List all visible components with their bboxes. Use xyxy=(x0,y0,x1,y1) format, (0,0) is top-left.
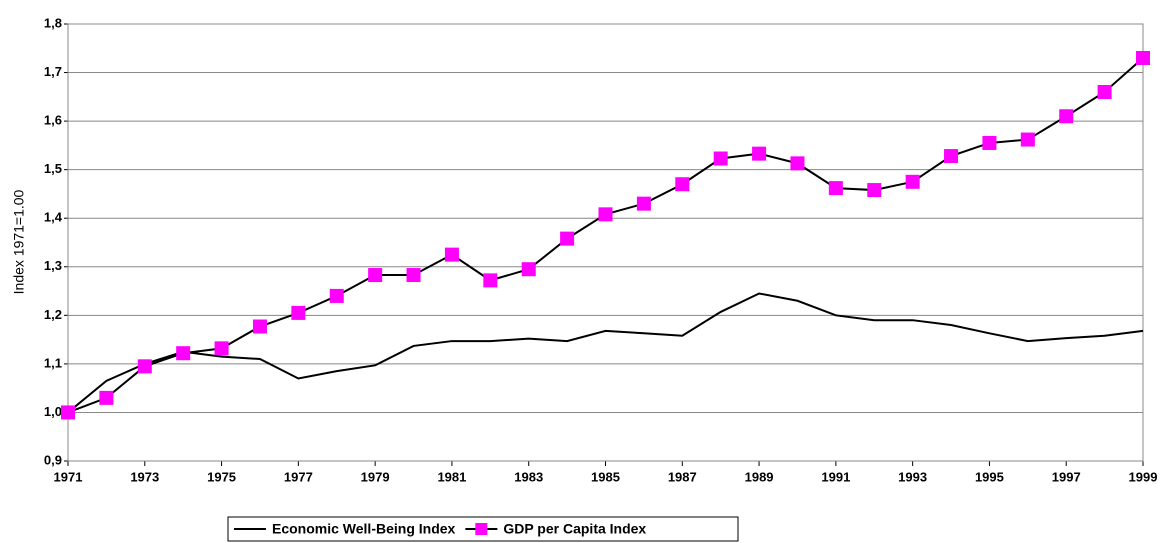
x-tick-label: 1971 xyxy=(54,469,83,484)
y-tick-label: 1,4 xyxy=(44,210,63,225)
x-tick-label: 1997 xyxy=(1052,469,1081,484)
point-marker xyxy=(828,181,843,196)
point-marker xyxy=(252,319,267,334)
y-tick-label: 1,2 xyxy=(44,307,62,322)
y-tick-label: 1,5 xyxy=(44,161,62,176)
legend-marker xyxy=(475,523,488,535)
y-tick-label: 1,8 xyxy=(44,15,62,30)
x-tick-label: 1991 xyxy=(821,469,850,484)
point-marker xyxy=(521,262,536,277)
x-tick-label: 1973 xyxy=(130,469,159,484)
x-tick-label: 1981 xyxy=(437,469,466,484)
point-marker xyxy=(982,135,997,150)
point-marker xyxy=(99,390,114,405)
x-tick-label: 1987 xyxy=(668,469,697,484)
x-tick-label: 1977 xyxy=(284,469,313,484)
y-tick-label: 1,6 xyxy=(44,113,62,128)
point-marker xyxy=(61,405,75,420)
x-tick-label: 1999 xyxy=(1129,469,1158,484)
point-marker xyxy=(1059,109,1074,124)
x-tick-label: 1993 xyxy=(898,469,927,484)
y-tick-label: 1,1 xyxy=(44,355,62,370)
point-marker xyxy=(752,146,767,161)
y-tick-label: 1,3 xyxy=(44,258,62,273)
y-axis-title: Index 1971=1.00 xyxy=(11,189,27,294)
point-marker xyxy=(329,288,344,303)
point-marker xyxy=(444,247,459,262)
point-marker xyxy=(137,359,152,374)
plot-border xyxy=(67,23,1144,462)
point-marker xyxy=(675,177,690,192)
x-tick-label: 1985 xyxy=(591,469,620,484)
x-tick-label: 1975 xyxy=(207,469,236,484)
point-marker xyxy=(1097,84,1112,99)
y-tick-label: 1,0 xyxy=(44,404,62,419)
point-marker xyxy=(1136,50,1150,65)
point-marker xyxy=(483,273,498,288)
point-marker xyxy=(214,341,229,356)
point-marker xyxy=(636,196,651,211)
x-tick-label: 1995 xyxy=(975,469,1004,484)
x-tick-label: 1979 xyxy=(361,469,390,484)
x-tick-label: 1983 xyxy=(514,469,543,484)
legend-label: Economic Well-Being Index xyxy=(272,521,456,537)
series-line xyxy=(67,292,1144,414)
legend: Economic Well-Being Index GDP per Capita … xyxy=(227,516,739,542)
series-line xyxy=(67,57,1144,414)
point-marker xyxy=(867,183,882,198)
point-marker xyxy=(713,151,728,166)
point-marker xyxy=(560,231,575,246)
point-marker xyxy=(905,174,920,189)
point-marker xyxy=(1020,132,1035,147)
point-marker xyxy=(368,268,383,283)
x-tick-label: 1989 xyxy=(745,469,774,484)
point-marker xyxy=(790,156,805,171)
y-tick-label: 1,7 xyxy=(44,64,62,79)
point-marker xyxy=(406,268,421,283)
point-marker xyxy=(598,207,613,222)
y-tick-label: 0,9 xyxy=(44,452,62,467)
point-marker xyxy=(291,305,306,320)
point-marker xyxy=(176,346,191,361)
legend-label: GDP per Capita Index xyxy=(503,521,646,537)
point-marker xyxy=(944,149,959,164)
